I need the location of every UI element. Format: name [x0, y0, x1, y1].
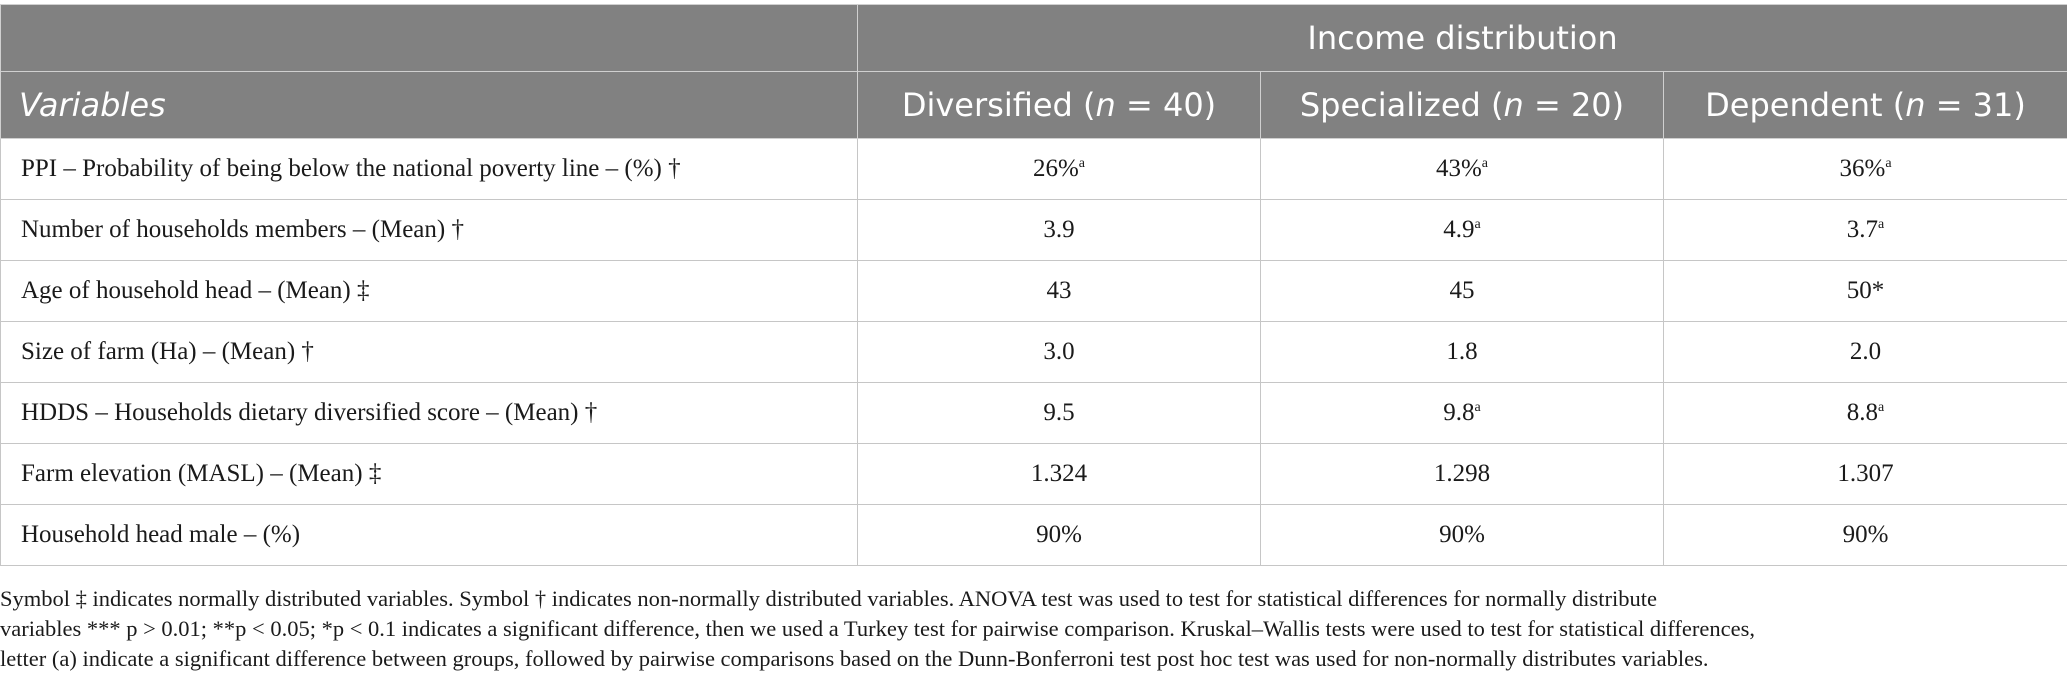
cell-specialized: 4.9a	[1260, 199, 1664, 261]
table-row: Size of farm (Ha) – (Mean) † 3.0 1.8 2.0	[0, 321, 2067, 383]
cell-value: 3.9	[1043, 216, 1075, 243]
row-label: Farm elevation (MASL) – (Mean) ‡	[0, 443, 858, 505]
table-header: Income distribution Variables Diversifie…	[0, 4, 2067, 139]
cell-value: 43%	[1435, 155, 1482, 182]
cell-dependent: 8.8a	[1662, 382, 2067, 444]
cell-superscript: a	[1481, 156, 1489, 171]
cell-value: 90%	[1439, 521, 1485, 548]
cell-dependent: 1.307	[1662, 443, 2067, 505]
cell-value: 50*	[1846, 277, 1885, 304]
table-row: HDDS – Households dietary diversified sc…	[0, 382, 2067, 444]
cell-value: 3.7	[1846, 216, 1879, 243]
table-footnote: Symbol ‡ indicates normally distributed …	[0, 584, 2067, 674]
cell-diversified: 3.9	[857, 199, 1261, 261]
table-row: Number of households members – (Mean) † …	[0, 199, 2067, 261]
column-header-specialized-name: Specialized (	[1299, 86, 1504, 124]
footnote-line-3: letter (a) indicate a significant differ…	[0, 646, 1709, 671]
cell-specialized: 45	[1260, 260, 1664, 322]
table-row: PPI – Probability of being below the nat…	[0, 138, 2067, 200]
cell-superscript: a	[1878, 217, 1885, 232]
cell-value: 36%	[1839, 155, 1886, 182]
cell-specialized: 9.8a	[1260, 382, 1664, 444]
cell-value: 3.0	[1043, 338, 1075, 365]
cell-dependent: 2.0	[1662, 321, 2067, 383]
cell-value: 1.324	[1030, 460, 1088, 487]
column-header-dependent-name: Dependent (	[1705, 86, 1906, 124]
cell-value: 90%	[1036, 521, 1082, 548]
row-label: PPI – Probability of being below the nat…	[0, 138, 858, 200]
cell-value: 9.8	[1443, 399, 1475, 426]
column-header-dependent-n: n	[1905, 86, 1926, 124]
row-label: Number of households members – (Mean) †	[0, 199, 858, 261]
footnote-line-1: Symbol ‡ indicates normally distributed …	[0, 586, 1657, 611]
cell-value: 1.8	[1446, 338, 1478, 365]
column-header-diversified-value: = 40)	[1115, 86, 1217, 124]
table-container: Income distribution Variables Diversifie…	[0, 4, 2067, 566]
column-header-dependent: Dependent (n = 31)	[1662, 71, 2067, 139]
cell-specialized: 1.8	[1260, 321, 1664, 383]
footnote-line-2: variables *** p > 0.01; **p < 0.05; *p <…	[0, 616, 1755, 641]
cell-value: 1.298	[1433, 460, 1491, 487]
cell-dependent: 3.7a	[1662, 199, 2067, 261]
table-row: Farm elevation (MASL) – (Mean) ‡ 1.324 1…	[0, 443, 2067, 505]
column-header-diversified: Diversified (n = 40)	[857, 71, 1261, 139]
cell-dependent: 90%	[1662, 504, 2067, 566]
cell-value: 2.0	[1849, 338, 1882, 365]
cell-value: 8.8	[1846, 399, 1879, 426]
table-row: Household head male – (%) 90% 90% 90%	[0, 504, 2067, 566]
cell-value: 26%	[1032, 155, 1079, 182]
income-distribution-table: Income distribution Variables Diversifie…	[0, 4, 2067, 566]
row-label: Size of farm (Ha) – (Mean) †	[0, 321, 858, 383]
cell-diversified: 26%a	[857, 138, 1261, 200]
cell-diversified: 43	[857, 260, 1261, 322]
cell-diversified: 1.324	[857, 443, 1261, 505]
cell-value: 45	[1449, 277, 1475, 304]
column-header-diversified-name: Diversified (	[901, 86, 1096, 124]
cell-specialized: 1.298	[1260, 443, 1664, 505]
cell-superscript: a	[1474, 217, 1481, 232]
header-empty-cell	[0, 4, 858, 72]
column-header-variables: Variables	[0, 71, 858, 139]
cell-value: 4.9	[1443, 216, 1475, 243]
column-header-specialized-value: = 20)	[1523, 86, 1625, 124]
cell-dependent: 36%a	[1662, 138, 2067, 200]
cell-dependent: 50*	[1662, 260, 2067, 322]
header-row-group: Income distribution	[0, 4, 2067, 72]
row-label: HDDS – Households dietary diversified sc…	[0, 382, 858, 444]
header-row-columns: Variables Diversified (n = 40) Specializ…	[0, 71, 2067, 139]
cell-value: 9.5	[1043, 399, 1075, 426]
cell-value: 90%	[1842, 521, 1889, 548]
cell-diversified: 9.5	[857, 382, 1261, 444]
group-header-income-distribution: Income distribution	[856, 4, 2067, 72]
row-label: Age of household head – (Mean) ‡	[0, 260, 858, 322]
column-header-specialized-n: n	[1503, 86, 1524, 124]
cell-specialized: 43%a	[1260, 138, 1664, 200]
cell-value: 1.307	[1837, 460, 1894, 487]
cell-superscript: a	[1885, 156, 1892, 171]
cell-superscript: a	[1474, 400, 1481, 415]
row-label: Household head male – (%)	[0, 504, 858, 566]
cell-specialized: 90%	[1260, 504, 1664, 566]
cell-diversified: 90%	[857, 504, 1261, 566]
table-body: PPI – Probability of being below the nat…	[0, 138, 2067, 566]
column-header-dependent-value: = 31)	[1925, 86, 2026, 124]
cell-superscript: a	[1078, 156, 1086, 171]
column-header-diversified-n: n	[1095, 86, 1116, 124]
column-header-specialized: Specialized (n = 20)	[1260, 71, 1664, 139]
cell-superscript: a	[1878, 400, 1885, 415]
cell-value: 43	[1046, 277, 1072, 304]
table-row: Age of household head – (Mean) ‡ 43 45 5…	[0, 260, 2067, 322]
cell-diversified: 3.0	[857, 321, 1261, 383]
